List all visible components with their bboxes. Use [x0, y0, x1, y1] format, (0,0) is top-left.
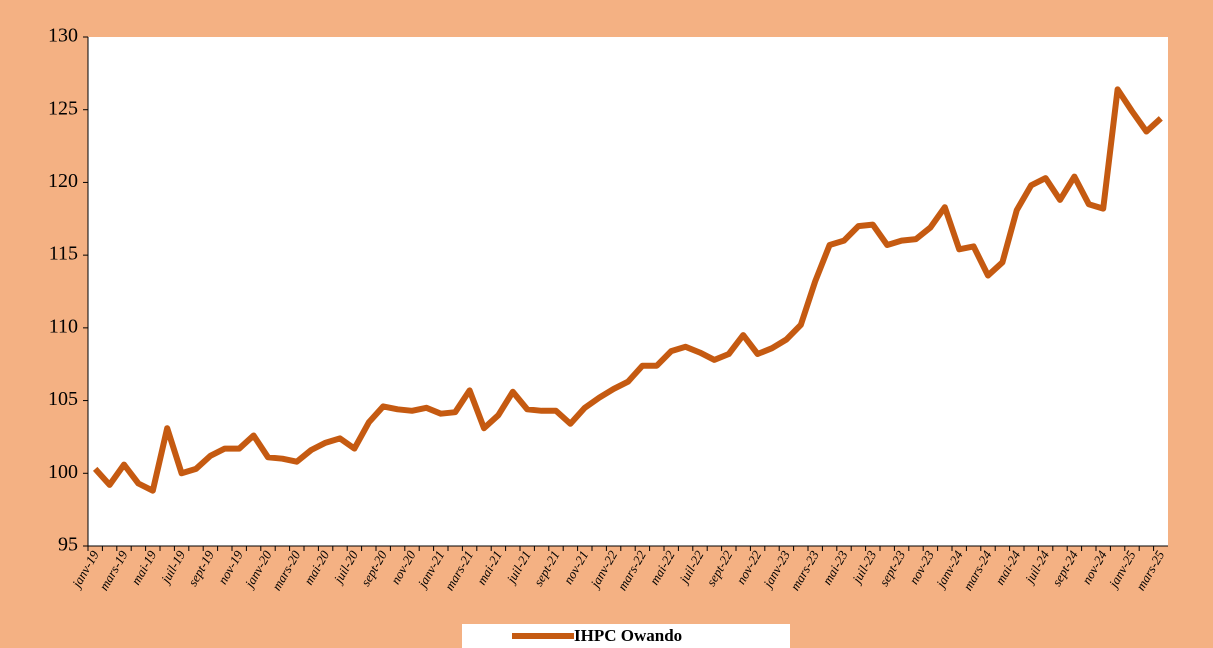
- x-tick-label: sept-23: [876, 548, 908, 589]
- x-tick-label: sept-21: [530, 548, 562, 589]
- x-tick-label: sept-20: [358, 548, 390, 589]
- x-tick-label: mai-24: [992, 548, 1024, 588]
- x-tick-label: sept-19: [185, 548, 217, 589]
- x-tick-label: juil-21: [502, 548, 533, 587]
- y-tick-label: 125: [48, 97, 78, 119]
- x-tick-label: mars-25: [1133, 548, 1168, 593]
- x-tick-label: mai-19: [128, 548, 160, 588]
- x-tick-label: mars-22: [614, 548, 649, 593]
- plot-area: [88, 37, 1168, 546]
- x-tick-label: mai-20: [301, 548, 333, 588]
- y-tick-label: 115: [49, 243, 78, 265]
- x-tick-label: sept-22: [703, 548, 735, 589]
- x-tick-label: sept-24: [1049, 548, 1081, 589]
- x-tick-label: nov-20: [388, 548, 419, 587]
- x-tick-label: mai-21: [474, 548, 505, 587]
- x-tick-label: mars-24: [960, 548, 995, 593]
- x-tick-label: nov-22: [733, 548, 764, 587]
- y-tick-label: 95: [58, 534, 78, 556]
- y-tick-label: 130: [48, 25, 78, 47]
- x-tick-label: nov-21: [560, 548, 591, 587]
- x-tick-label: mars-23: [787, 548, 822, 593]
- x-tick-label: mars-19: [96, 548, 131, 593]
- line-series: [92, 86, 1163, 494]
- x-tick-label: nov-23: [906, 548, 937, 587]
- x-tick-label: mai-23: [819, 548, 851, 588]
- y-tick-label: 120: [48, 170, 78, 192]
- y-tick-label: 105: [48, 388, 78, 410]
- y-tick-label: 100: [48, 461, 78, 483]
- x-tick-label: mars-21: [442, 548, 477, 593]
- legend-label: IHPC Owando: [574, 626, 682, 645]
- x-tick-label: mai-22: [646, 548, 678, 588]
- y-tick-label: 110: [49, 315, 78, 337]
- x-tick-label: nov-24: [1079, 548, 1110, 587]
- x-tick-label: nov-19: [215, 548, 246, 587]
- x-tick-label: mars-20: [269, 548, 304, 593]
